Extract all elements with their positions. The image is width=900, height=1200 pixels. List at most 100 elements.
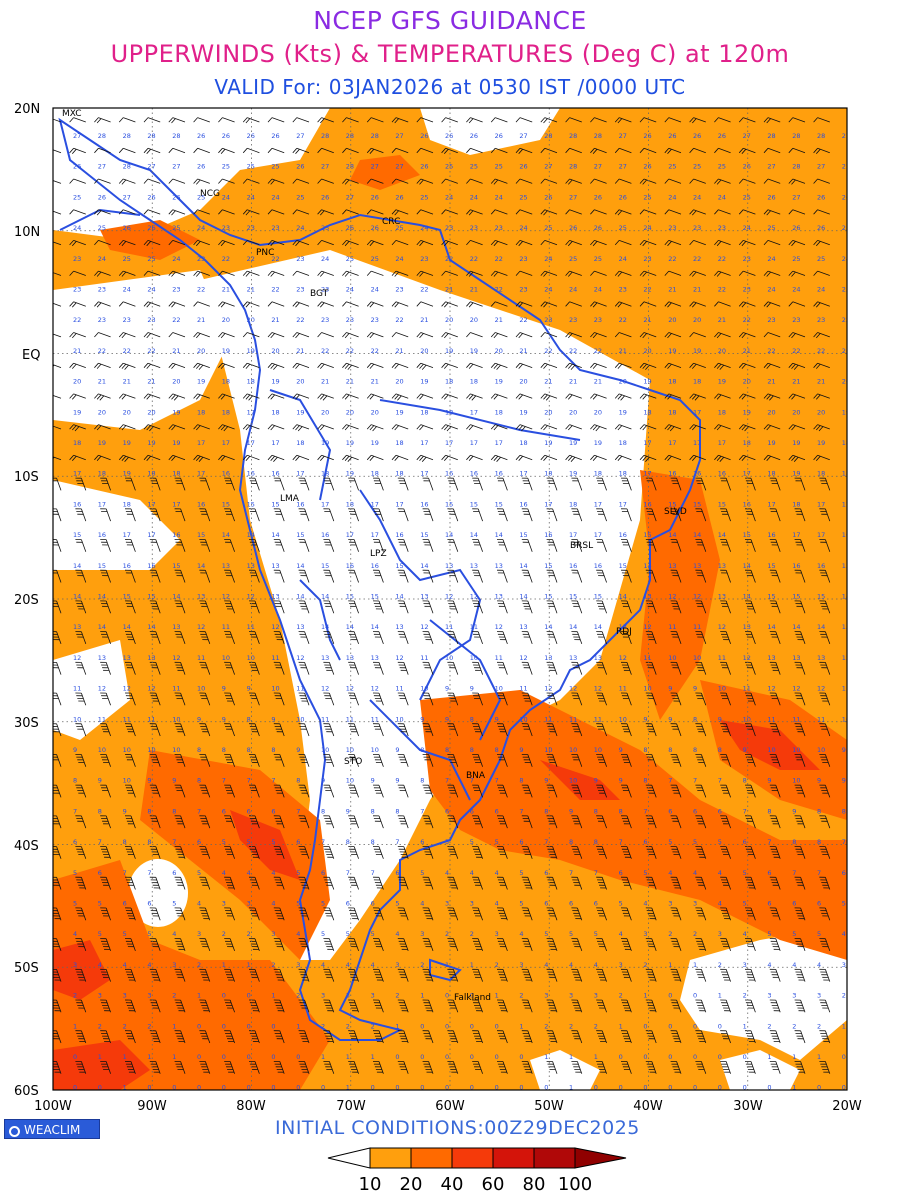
- legend-tick: 60: [482, 1174, 505, 1195]
- wind-barb: [565, 454, 582, 462]
- temp-value: 25: [668, 163, 676, 171]
- temp-value: 22: [594, 347, 602, 355]
- wind-barb: [174, 1030, 186, 1044]
- wind-barb: [168, 240, 186, 246]
- temp-value: 6: [73, 838, 77, 846]
- temp-value: 19: [222, 347, 230, 355]
- wind-barb: [199, 815, 211, 829]
- temp-value: 8: [147, 807, 151, 815]
- wind-barb: [515, 393, 533, 400]
- wind-barb: [447, 876, 459, 890]
- wind-barb: [75, 876, 87, 890]
- temp-value: 23: [296, 255, 304, 263]
- wind-barb: [372, 938, 384, 952]
- temp-value: 9: [98, 777, 102, 785]
- wind-barb: [472, 938, 483, 952]
- wind-barb: [298, 784, 310, 798]
- color-legend: 10 20 40 60 80 100: [327, 1147, 627, 1195]
- temp-value: 5: [495, 838, 499, 846]
- temp-value: 27: [172, 163, 180, 171]
- wind-barb: [75, 815, 87, 829]
- temp-value: 3: [445, 900, 449, 908]
- temp-value: 14: [321, 623, 329, 631]
- temp-value: 27: [296, 132, 304, 140]
- wind-barb: [645, 569, 657, 583]
- temp-value: 20: [743, 378, 751, 386]
- wind-barb: [819, 508, 831, 522]
- wind-barb: [124, 631, 136, 645]
- temp-value: 23: [743, 255, 751, 263]
- wind-barb: [391, 178, 409, 184]
- temp-value: 0: [619, 1084, 623, 1092]
- wind-barb: [292, 117, 310, 123]
- wind-barb: [100, 784, 111, 798]
- wind-barb: [596, 569, 607, 583]
- wind-barb: [118, 424, 136, 431]
- wind-barb: [348, 539, 359, 552]
- temp-value: 24: [271, 193, 279, 201]
- temp-value: 7: [619, 838, 623, 846]
- wind-barb: [75, 661, 87, 675]
- temp-value: 23: [172, 286, 180, 294]
- temp-value: 8: [643, 746, 647, 754]
- temp-value: 17: [371, 531, 379, 539]
- temp-value: 13: [619, 623, 627, 631]
- wind-barb: [416, 301, 434, 307]
- temp-value: 15: [98, 562, 106, 570]
- wind-barb: [639, 332, 657, 339]
- wind-barb: [199, 754, 211, 767]
- temp-value: 22: [718, 286, 726, 294]
- wind-barb: [769, 784, 781, 798]
- temp-value: 10: [296, 715, 304, 723]
- temp-value: 6: [346, 900, 350, 908]
- wind-barb: [466, 301, 483, 308]
- wind-barb: [763, 454, 781, 461]
- wind-barb: [348, 999, 359, 1013]
- temp-value: 26: [346, 224, 354, 232]
- wind-barb: [199, 600, 211, 614]
- temp-value: 12: [147, 685, 155, 693]
- wind-barb: [100, 876, 111, 890]
- temp-value: 26: [817, 193, 825, 201]
- wind-barb: [348, 600, 359, 614]
- temp-value: 26: [643, 132, 651, 140]
- wind-barb: [193, 393, 210, 400]
- temp-value: 10: [371, 746, 379, 754]
- temp-value: 17: [718, 439, 726, 447]
- temp-value: 0: [271, 1084, 275, 1092]
- chart-subtitle: UPPERWINDS (Kts) & TEMPERATURES (Deg C) …: [110, 40, 790, 68]
- temp-value: 6: [495, 807, 499, 815]
- wind-barb: [397, 692, 409, 706]
- wind-barb: [571, 1030, 583, 1044]
- wind-barb: [174, 846, 186, 859]
- wind-barb: [298, 968, 310, 982]
- temp-value: 6: [743, 838, 747, 846]
- wind-barb: [490, 454, 508, 462]
- temp-value: 8: [346, 838, 350, 846]
- wind-barb: [645, 631, 657, 645]
- wind-barb: [168, 424, 186, 431]
- temp-value: 3: [98, 992, 102, 1000]
- wind-barb: [366, 301, 384, 308]
- wind-barb: [490, 117, 508, 123]
- temp-value: 11: [544, 715, 552, 723]
- wind-barb: [168, 454, 186, 461]
- wind-barb: [769, 508, 781, 522]
- temp-value: 0: [247, 992, 251, 1000]
- temp-value: 15: [792, 593, 800, 601]
- temp-value: 14: [172, 593, 180, 601]
- wind-barb: [496, 907, 508, 921]
- temp-value: 16: [222, 470, 230, 478]
- temp-value: 4: [271, 900, 275, 908]
- wind-barb: [199, 723, 211, 737]
- wind-barb: [248, 539, 260, 552]
- wind-barb: [546, 907, 558, 921]
- temp-value: 8: [172, 807, 176, 815]
- wind-barb: [149, 938, 161, 952]
- wind-barb: [149, 661, 161, 675]
- temp-value: 16: [271, 470, 279, 478]
- temp-value: 5: [767, 930, 771, 938]
- temp-value: 23: [247, 224, 255, 232]
- temp-value: 1: [470, 961, 474, 969]
- wind-barb: [521, 815, 533, 829]
